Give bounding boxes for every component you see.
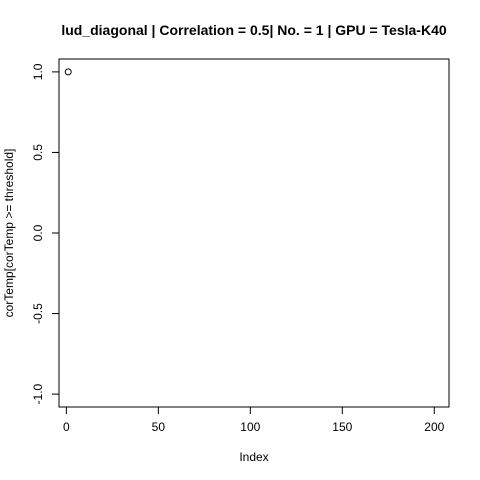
y-tick-label: 0.5 bbox=[31, 144, 45, 161]
x-tick-label: 200 bbox=[424, 420, 444, 434]
data-points bbox=[64, 68, 72, 76]
y-tick-label: 0.0 bbox=[31, 224, 45, 241]
x-axis: 0 50 100 150 200 bbox=[63, 406, 445, 434]
x-tick-label: 100 bbox=[240, 420, 260, 434]
y-tick-label: 1.0 bbox=[31, 63, 45, 80]
x-tick-label: 50 bbox=[152, 420, 166, 434]
x-axis-label: Index bbox=[239, 450, 268, 464]
y-tick-label: -1.0 bbox=[31, 383, 45, 404]
chart-title: lud_diagonal | Correlation = 0.5| No. = … bbox=[61, 22, 447, 38]
y-axis: -1.0 -0.5 0.0 0.5 1.0 bbox=[31, 63, 60, 404]
y-tick-label: -0.5 bbox=[31, 303, 45, 324]
plot-frame bbox=[58, 58, 450, 408]
data-point bbox=[64, 68, 72, 76]
x-tick-label: 150 bbox=[332, 420, 352, 434]
x-tick-label: 0 bbox=[63, 420, 70, 434]
y-axis-label: corTemp[corTemp >= threshold] bbox=[2, 149, 16, 318]
